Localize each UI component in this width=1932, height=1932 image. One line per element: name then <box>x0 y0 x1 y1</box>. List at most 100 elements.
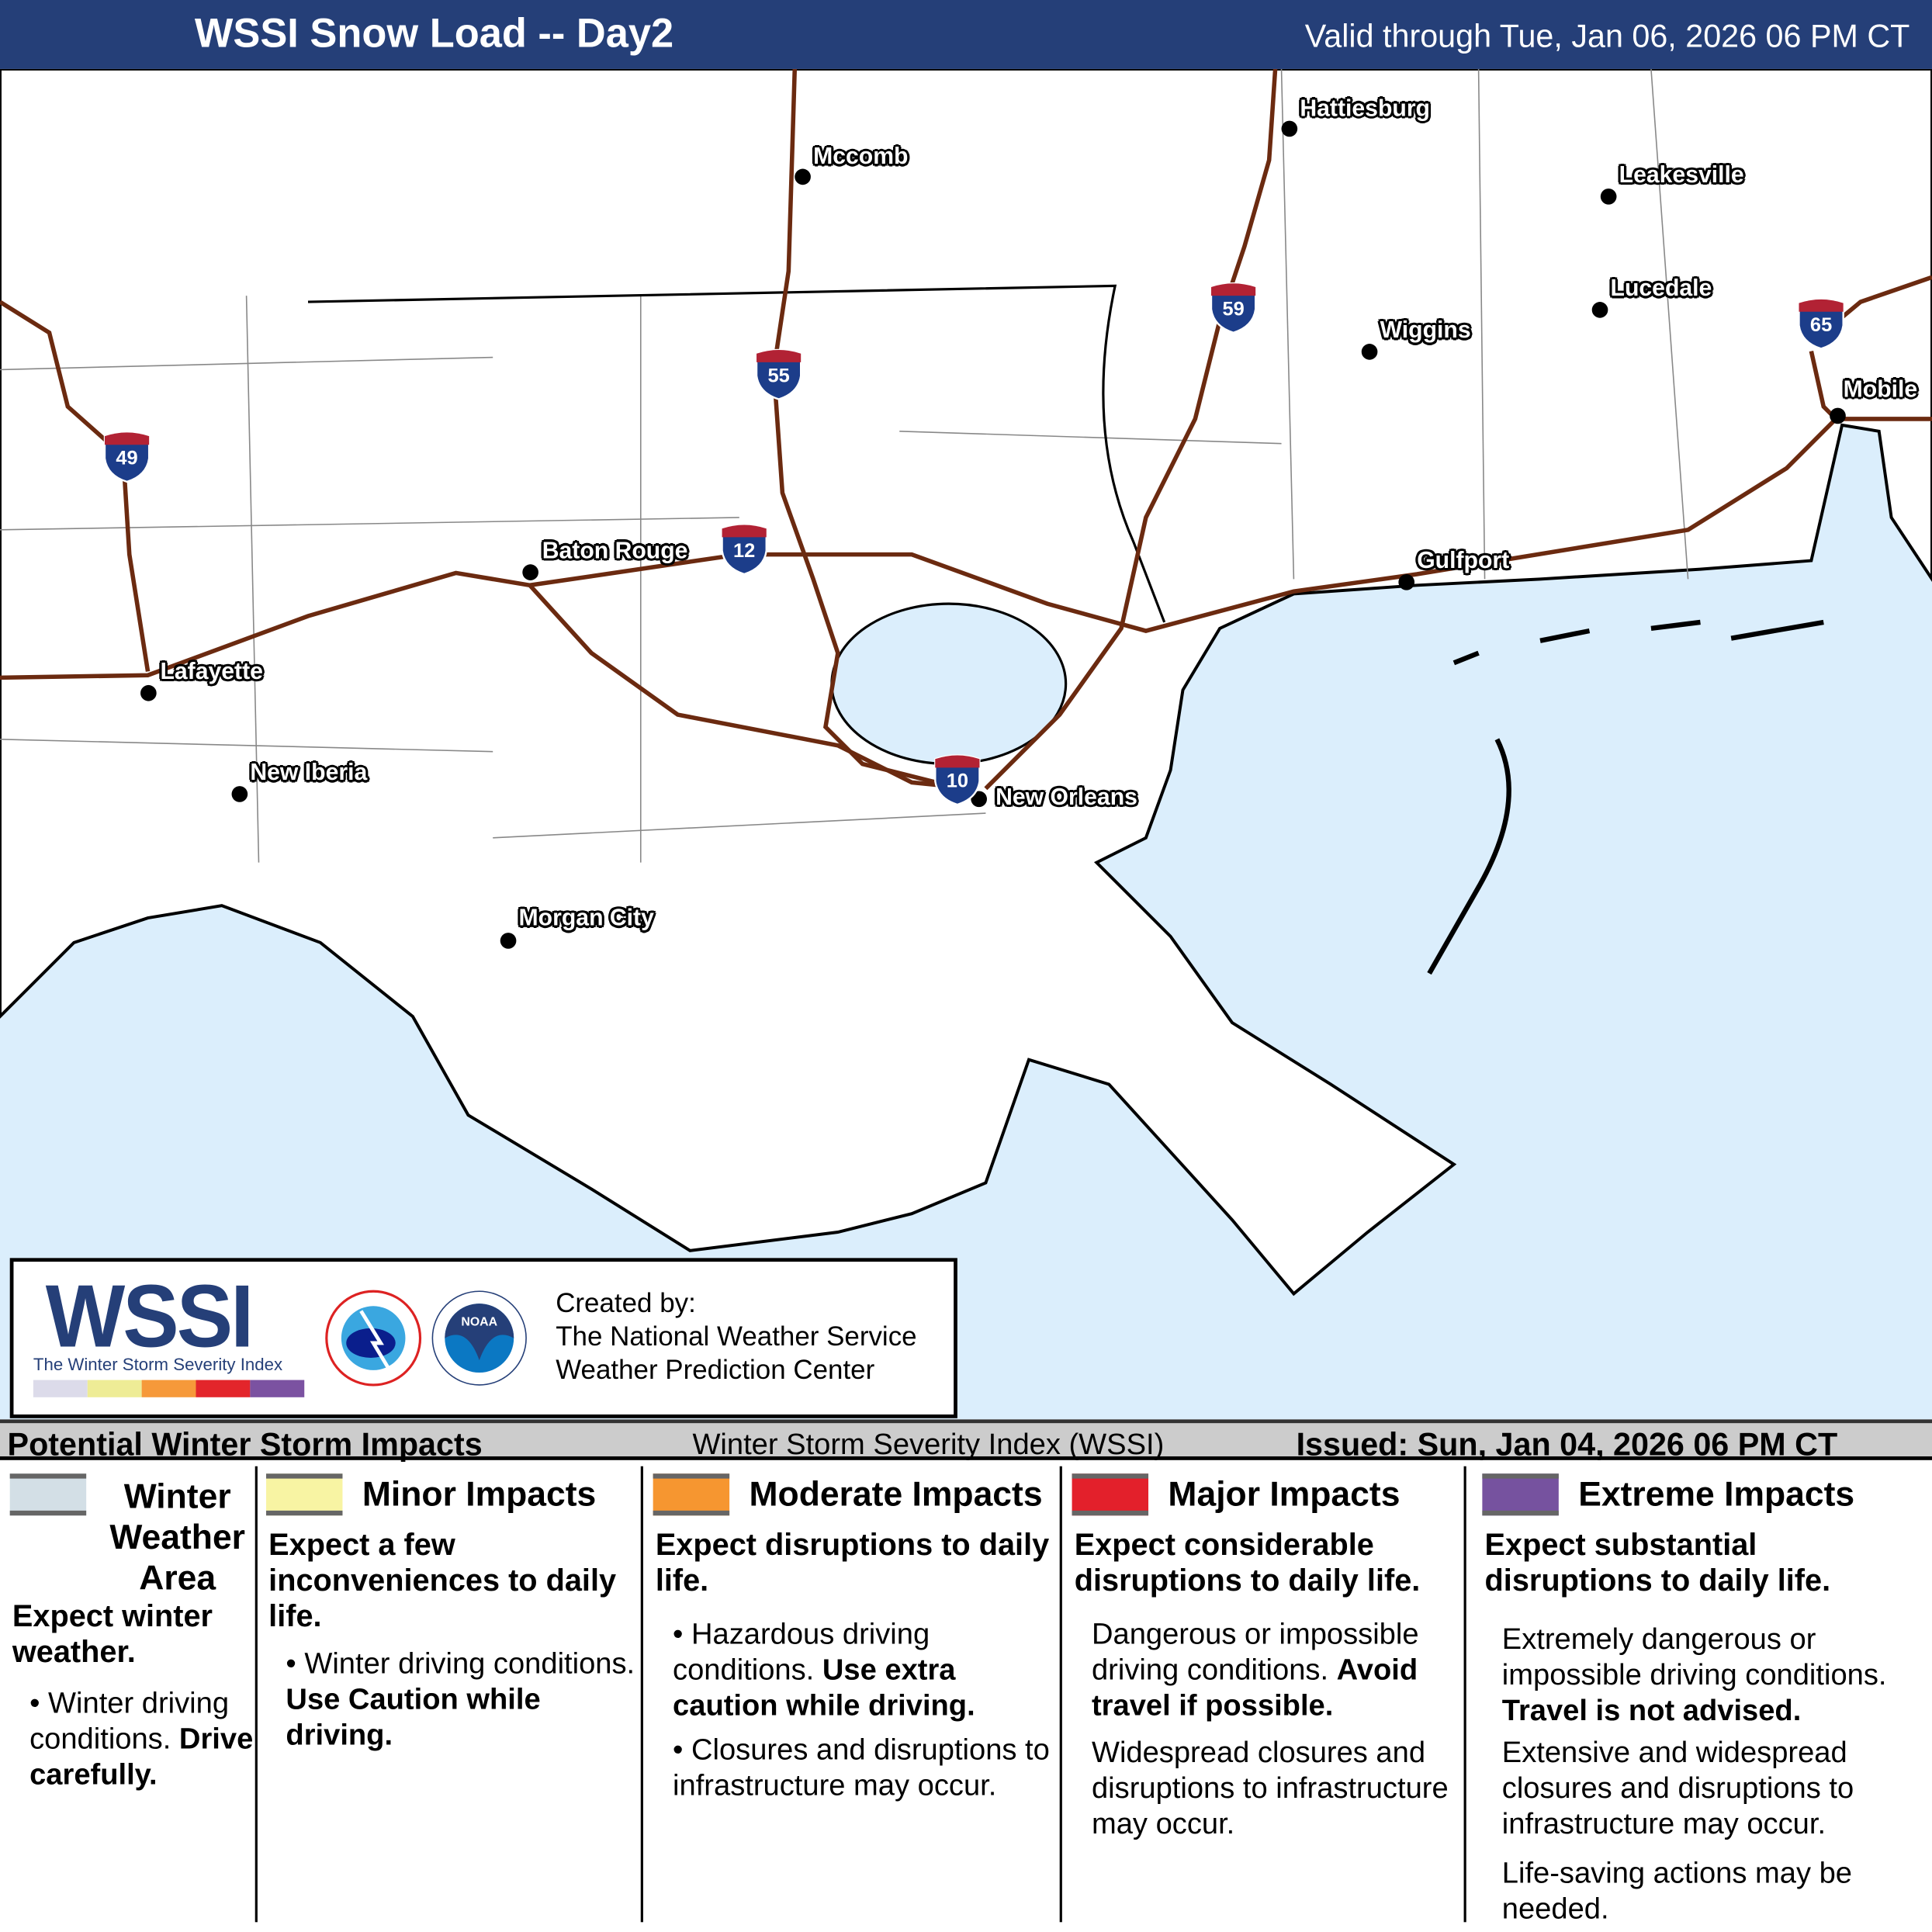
category-summary: Expect considerable disruptions to daily… <box>1074 1528 1421 1598</box>
interstate-shield-icon: 10 <box>933 754 982 806</box>
legend-header: Potential Winter Storm Impacts Winter St… <box>0 1419 1932 1463</box>
city-dot <box>1281 120 1298 137</box>
legend-minor-impacts: Minor Impacts Expect a few inconvenience… <box>266 1466 635 1929</box>
bullet: • Hazardous driving conditions. Use extr… <box>673 1618 975 1723</box>
city-dot <box>1398 574 1415 590</box>
city-dot <box>231 786 248 802</box>
interstate-shield-icon: 12 <box>719 524 769 576</box>
noaa-logo-icon: NOAA <box>431 1290 527 1386</box>
city-dot <box>1361 344 1378 360</box>
bullet: • Winter driving conditions. Drive caref… <box>29 1686 254 1792</box>
divider <box>254 1466 258 1923</box>
color-swatch <box>653 1473 730 1516</box>
category-name: Minor Impacts <box>362 1474 597 1514</box>
shield-number: 55 <box>767 365 790 387</box>
category-summary: Expect disruptions to daily life. <box>655 1528 1050 1598</box>
description: Extensive and widespread closures and di… <box>1501 1736 1854 1841</box>
bullet-text: Winter driving conditions. <box>304 1647 635 1681</box>
interstate-shield-icon: 59 <box>1209 282 1259 334</box>
map <box>0 68 1932 1420</box>
bullet-emphasis: Use extra caution while driving. <box>673 1653 975 1723</box>
shield-number: 65 <box>1809 315 1833 337</box>
city-dot <box>971 791 987 808</box>
org-nws: The National Weather Service <box>556 1321 917 1352</box>
city-dot <box>795 168 811 185</box>
interstate-shield-icon: 55 <box>754 348 804 400</box>
legend-extreme-impacts: Extreme Impacts Expect substantial disru… <box>1482 1466 1928 1929</box>
color-swatch <box>266 1473 343 1516</box>
state-line <box>307 284 1166 623</box>
description: Dangerous or impossible driving conditio… <box>1092 1616 1459 1723</box>
bullet-text: Closures and disruptions to infrastructu… <box>673 1733 1050 1803</box>
wssi-logo: WSSI <box>45 1268 254 1367</box>
city-label: New Orleans <box>995 784 1137 811</box>
issued-time: Issued: Sun, Jan 04, 2026 06 PM CT <box>1296 1425 1838 1463</box>
valid-time: Valid through Tue, Jan 06, 2026 06 PM CT <box>1304 17 1910 54</box>
divider <box>1463 1466 1466 1923</box>
shield-number: 10 <box>946 771 969 793</box>
city-dot <box>500 933 517 949</box>
city-label: Morgan City <box>518 905 654 932</box>
category-name: Winter Weather Area <box>109 1477 245 1598</box>
category-name: Major Impacts <box>1168 1474 1401 1514</box>
divider <box>640 1466 643 1923</box>
city-label: Hattiesburg <box>1300 95 1431 123</box>
city-label: Wiggins <box>1380 317 1471 345</box>
city-dot <box>1591 302 1608 318</box>
legend-title: Potential Winter Storm Impacts <box>7 1425 483 1463</box>
bullet-emphasis: Drive carefully. <box>29 1723 254 1792</box>
color-swatch <box>1482 1473 1559 1516</box>
title-bar: WSSI Snow Load -- Day2 Valid through Tue… <box>0 0 1932 69</box>
bullet-text: Hazardous driving conditions. <box>673 1618 930 1687</box>
category-name: Extreme Impacts <box>1578 1474 1855 1514</box>
city-dot <box>522 564 538 580</box>
city-label: Gulfport <box>1417 548 1510 575</box>
city-label: Baton Rouge <box>542 538 688 565</box>
interstate-shield-icon: 65 <box>1796 298 1846 350</box>
created-by-label: Created by: <box>556 1287 696 1319</box>
city-dot <box>1600 188 1617 205</box>
legend-moderate-impacts: Moderate Impacts Expect disruptions to d… <box>653 1466 1055 1929</box>
city-dot <box>1830 407 1846 424</box>
description-text: Dangerous or impossible driving conditio… <box>1091 1618 1419 1687</box>
city-label: New Iberia <box>250 760 368 787</box>
shield-number: 12 <box>733 541 756 563</box>
legend-winter-weather-area: Winter Weather Area Expect winter weathe… <box>9 1466 254 1929</box>
color-swatch <box>9 1473 87 1516</box>
logo-box: WSSI The Winter Storm Severity Index NOA… <box>9 1258 957 1418</box>
boundaries <box>0 68 1689 863</box>
city-dot <box>140 684 157 701</box>
shield-number: 59 <box>1222 299 1245 320</box>
wssi-subtitle: The Winter Storm Severity Index <box>33 1354 283 1374</box>
category-name: Moderate Impacts <box>749 1474 1043 1514</box>
city-label: Mccomb <box>813 144 909 171</box>
divider <box>1059 1466 1062 1923</box>
city-label: Leakesville <box>1619 162 1744 189</box>
description: Extremely dangerous or impossible drivin… <box>1502 1622 1928 1729</box>
credits: Created by: The National Weather Service… <box>556 1286 916 1387</box>
nws-logo-icon <box>325 1290 422 1387</box>
interstates <box>0 68 1932 791</box>
description-emphasis: Travel is not advised. <box>1501 1694 1802 1728</box>
description: Life-saving actions may be needed. <box>1501 1857 1853 1927</box>
interstate-shield-icon: 49 <box>102 431 152 483</box>
lake-pontchartrain <box>830 602 1068 766</box>
category-summary: Expect winter weather. <box>12 1599 213 1670</box>
bullet: • Closures and disruptions to infrastruc… <box>673 1733 1050 1803</box>
barrier-islands <box>1427 619 1824 975</box>
category-summary: Expect a few inconveniences to daily lif… <box>268 1528 617 1634</box>
org-wpc: Weather Prediction Center <box>556 1354 875 1385</box>
bullet-text: Winter driving conditions. <box>29 1686 230 1756</box>
city-label: Lucedale <box>1610 275 1712 303</box>
city-label: Mobile <box>1843 376 1918 403</box>
city-label: Lafayette <box>160 659 263 685</box>
description-emphasis: Avoid travel if possible. <box>1091 1653 1418 1723</box>
bullet: • Winter driving conditions. Use Caution… <box>286 1647 635 1753</box>
description-text: Extremely dangerous or impossible drivin… <box>1501 1622 1887 1692</box>
category-summary: Expect substantial disruptions to daily … <box>1484 1528 1831 1598</box>
bullet-emphasis: Use Caution while driving. <box>286 1683 541 1753</box>
legend-major-impacts: Major Impacts Expect considerable disrup… <box>1072 1466 1459 1929</box>
description: Widespread closures and disruptions to i… <box>1091 1736 1449 1841</box>
legend-center-title: Winter Storm Severity Index (WSSI) <box>692 1428 1165 1462</box>
map-title: WSSI Snow Load -- Day2 <box>194 9 674 56</box>
